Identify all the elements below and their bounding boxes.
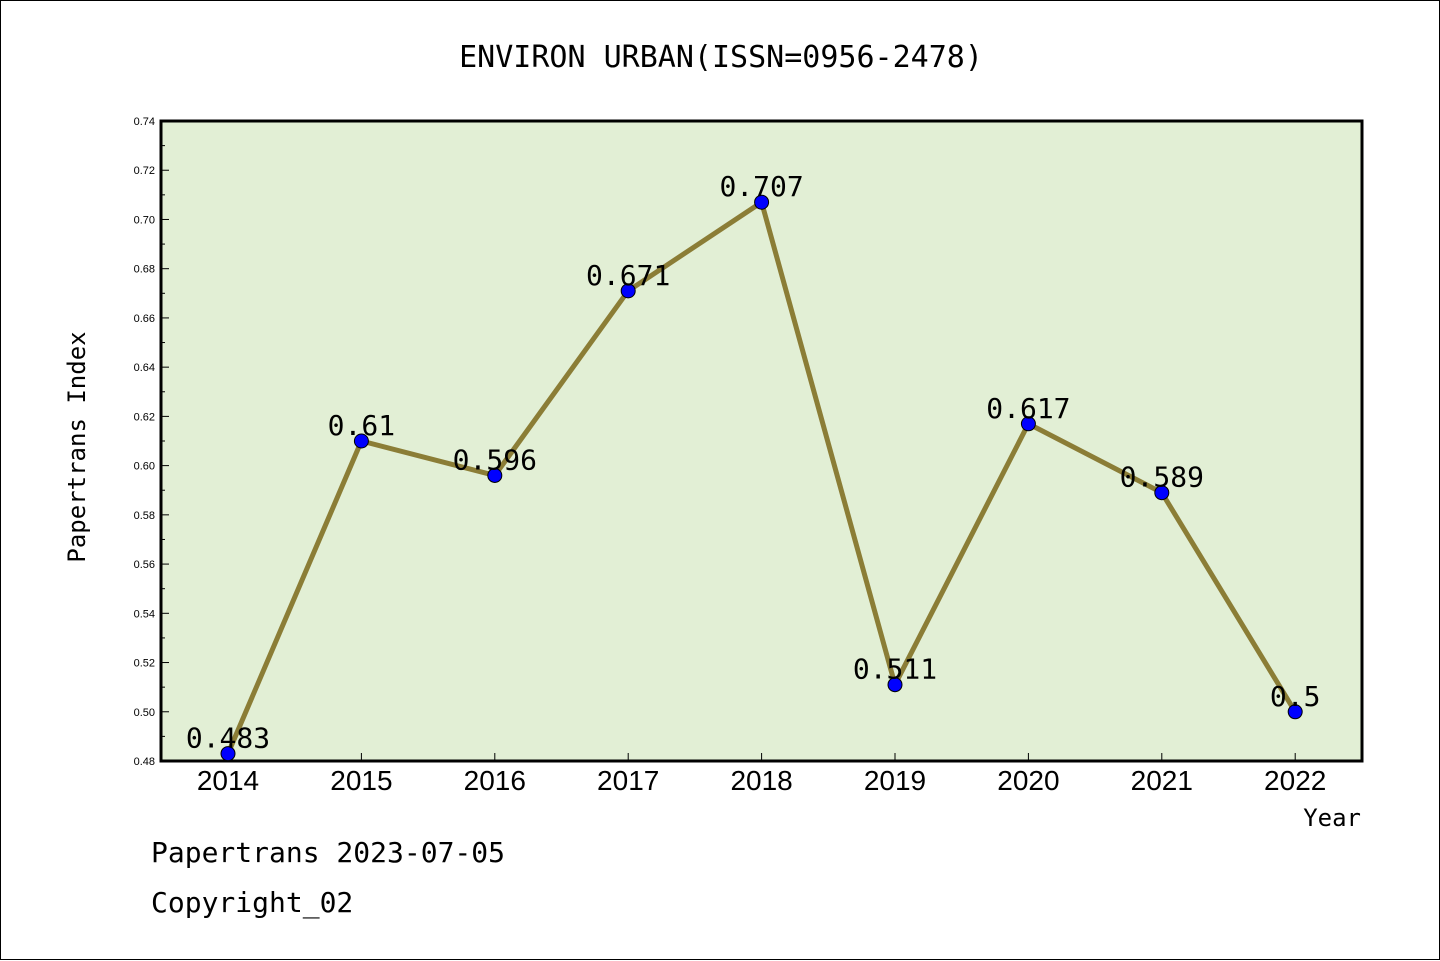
x-tick-label: 2017 [597, 765, 659, 796]
data-point [1154, 485, 1170, 501]
y-tick-label: 0.70 [134, 214, 155, 226]
data-label: 0.511 [853, 653, 937, 686]
data-point [887, 677, 903, 693]
y-tick-label: 0.64 [134, 362, 155, 374]
data-label: 0.617 [986, 392, 1070, 425]
x-tick-label: 2022 [1264, 765, 1326, 796]
x-axis-label: Year [1303, 804, 1361, 832]
data-point [1020, 416, 1036, 432]
y-tick-label: 0.60 [134, 461, 155, 473]
y-tick-label: 0.74 [134, 116, 155, 128]
data-points [220, 194, 1303, 762]
data-label: 0.5 [1270, 680, 1321, 713]
y-tick-label: 0.68 [134, 264, 155, 276]
data-label: 0.483 [186, 722, 270, 755]
data-label: 0.589 [1120, 461, 1204, 494]
y-axis-label: Papertrans Index [63, 331, 91, 562]
y-tick-label: 0.50 [134, 707, 155, 719]
data-point [220, 746, 236, 762]
footer-date: Papertrans 2023-07-05 [151, 836, 506, 869]
y-tick-label: 0.62 [134, 411, 155, 423]
y-tick-label: 0.52 [134, 658, 155, 670]
footer-copyright: Copyright_02 [151, 886, 354, 919]
y-tick-label: 0.72 [134, 165, 155, 177]
data-labels: 0.483 0.61 0.596 0.671 0.707 0.511 0.617 0.589 0… [186, 170, 1321, 754]
x-axis: 2014 2015 2016 2017 2018 2019 2020 2021 2022 [197, 753, 1326, 796]
data-label: 0.671 [586, 259, 670, 292]
y-tick-label: 0.56 [134, 559, 155, 571]
y-tick-label: 0.66 [134, 313, 155, 325]
data-label: 0.596 [453, 443, 537, 476]
y-axis: 0.48 0.50 0.52 0.54 0.56 0.58 0.60 0.62 0.64 0.66… [134, 116, 169, 768]
x-tick-label: 2019 [864, 765, 926, 796]
x-tick-label: 2018 [730, 765, 792, 796]
data-point [1287, 704, 1303, 720]
x-tick-label: 2021 [1131, 765, 1193, 796]
y-tick-label: 0.48 [134, 756, 155, 768]
data-point [754, 194, 770, 210]
x-tick-label: 2014 [197, 765, 259, 796]
data-point [487, 467, 503, 483]
x-tick-label: 2015 [330, 765, 392, 796]
x-tick-label: 2020 [997, 765, 1059, 796]
data-label: 0.707 [719, 170, 803, 203]
y-tick-label: 0.54 [134, 608, 155, 620]
data-label: 0.61 [328, 409, 395, 442]
y-tick-label: 0.58 [134, 510, 155, 522]
x-tick-label: 2016 [464, 765, 526, 796]
data-point [620, 283, 636, 299]
data-point [353, 433, 369, 449]
chart-title: ENVIRON URBAN(ISSN=0956-2478) [459, 40, 983, 75]
